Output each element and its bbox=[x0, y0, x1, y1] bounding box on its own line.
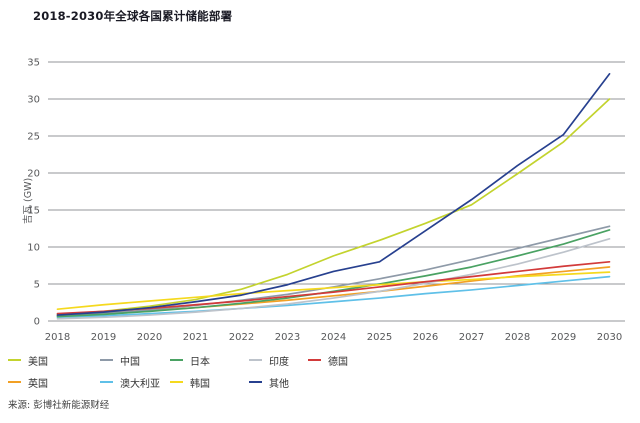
y-tick-label: 30 bbox=[27, 95, 40, 106]
legend-label: 英国 bbox=[28, 378, 48, 390]
x-tick-label: 2029 bbox=[551, 332, 576, 343]
x-tick-label: 2019 bbox=[91, 332, 116, 343]
y-tick-label: 10 bbox=[27, 243, 40, 254]
legend-item-korea: 韩国 bbox=[170, 375, 249, 390]
legend-label: 美国 bbox=[28, 356, 48, 368]
x-tick-label: 2020 bbox=[137, 332, 162, 343]
x-tick-label: 2030 bbox=[597, 332, 622, 343]
legend-swatch-other bbox=[249, 381, 262, 383]
legend-label: 印度 bbox=[269, 356, 289, 368]
series-line-japan bbox=[56, 229, 611, 318]
y-tick-label: 0 bbox=[34, 317, 40, 328]
series-line-india bbox=[56, 238, 611, 320]
x-tick-label: 2024 bbox=[321, 332, 346, 343]
x-tick-label: 2023 bbox=[275, 332, 300, 343]
legend-item-india: 印度 bbox=[249, 353, 308, 368]
y-tick-label: 35 bbox=[27, 58, 40, 69]
legend-swatch-germany bbox=[308, 359, 321, 361]
legend-swatch-china bbox=[100, 359, 113, 361]
x-tick-label: 2021 bbox=[183, 332, 208, 343]
legend-item-australia: 澳大利亚 bbox=[100, 375, 170, 390]
legend-item-other: 其他 bbox=[249, 375, 308, 390]
x-tick-label: 2026 bbox=[413, 332, 438, 343]
legend-item-germany: 德国 bbox=[308, 353, 348, 368]
legend-swatch-us bbox=[8, 359, 21, 361]
chart-legend: 美国英国 中国澳大利亚 日本韩国 印度其他 德国 bbox=[8, 349, 348, 393]
y-tick-label: 20 bbox=[27, 169, 40, 180]
series-line-us bbox=[56, 98, 611, 316]
legend-label: 澳大利亚 bbox=[120, 378, 160, 390]
legend-label: 其他 bbox=[269, 378, 289, 390]
legend-item-japan: 日本 bbox=[170, 353, 249, 368]
y-tick-label: 15 bbox=[27, 206, 40, 217]
legend-label: 德国 bbox=[328, 356, 348, 368]
legend-label: 日本 bbox=[190, 356, 210, 368]
x-tick-label: 2018 bbox=[45, 332, 70, 343]
legend-label: 韩国 bbox=[190, 378, 210, 390]
source-note: 来源: 彭博社新能源财经 bbox=[8, 400, 110, 411]
legend-item-china: 中国 bbox=[100, 353, 170, 368]
y-tick-label: 5 bbox=[34, 280, 40, 291]
legend-swatch-uk bbox=[8, 381, 21, 383]
x-tick-label: 2025 bbox=[367, 332, 392, 343]
legend-swatch-australia bbox=[100, 381, 113, 383]
x-tick-label: 2028 bbox=[505, 332, 530, 343]
legend-swatch-japan bbox=[170, 359, 183, 361]
legend-swatch-korea bbox=[170, 381, 183, 383]
legend-item-us: 美国 bbox=[8, 353, 100, 368]
legend-swatch-india bbox=[249, 359, 262, 361]
x-tick-label: 2022 bbox=[229, 332, 254, 343]
x-tick-label: 2027 bbox=[459, 332, 484, 343]
legend-item-uk: 英国 bbox=[8, 375, 100, 390]
chart-title: 2018-2030年全球各国累计储能部署 bbox=[33, 9, 233, 23]
series-line-korea bbox=[56, 271, 611, 311]
series-line-australia bbox=[56, 275, 611, 319]
y-tick-label: 25 bbox=[27, 132, 40, 143]
series-line-other bbox=[56, 72, 611, 316]
legend-label: 中国 bbox=[120, 356, 140, 368]
